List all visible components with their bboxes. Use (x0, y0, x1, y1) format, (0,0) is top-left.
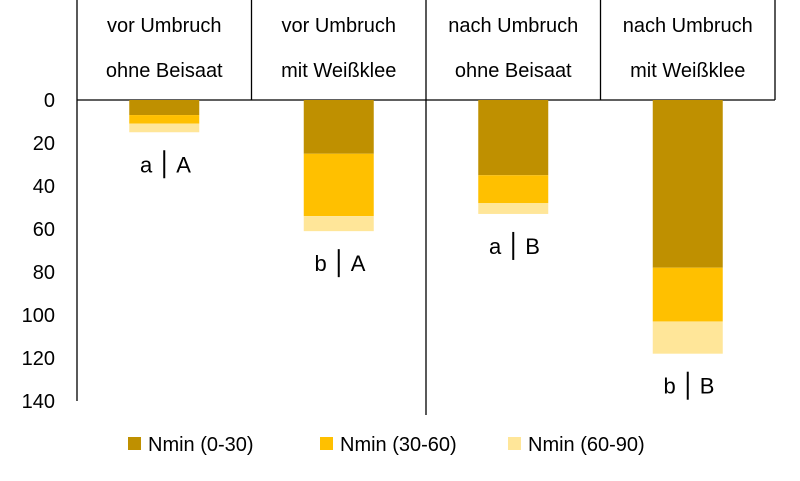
legend-swatch (128, 437, 141, 450)
significance-upper: A (351, 251, 366, 276)
bar-segment (652, 321, 723, 354)
bar-segment (129, 100, 200, 116)
bar-segment (478, 100, 549, 176)
y-tick-label: 140 (22, 391, 55, 413)
legend: Nmin (0-30) Nmin (30-60) Nmin (60-90) (128, 434, 645, 456)
bar-segment (129, 115, 200, 124)
legend-label: Nmin (60-90) (528, 434, 645, 456)
significance-upper: B (525, 234, 540, 259)
legend-label: Nmin (30-60) (340, 434, 457, 456)
significance-lower: b (315, 251, 327, 276)
y-axis: 0 20 40 60 80 100 120 140 (22, 90, 55, 413)
category-label-line2: ohne Beisaat (455, 60, 572, 82)
y-tick-label: 40 (33, 176, 55, 198)
significance-upper: B (700, 374, 715, 399)
significance-lower: b (664, 374, 676, 399)
y-tick-label: 120 (22, 348, 55, 370)
bar-segment (652, 267, 723, 322)
category-label-line2: ohne Beisaat (106, 60, 223, 82)
category-label-line1: nach Umbruch (623, 15, 753, 37)
bar-segment (129, 123, 200, 133)
bar-segment (303, 216, 374, 232)
category-label-line1: vor Umbruch (107, 15, 221, 37)
category-label-line1: vor Umbruch (282, 15, 396, 37)
y-tick-label: 20 (33, 133, 55, 155)
legend-item: Nmin (60-90) (508, 434, 645, 456)
legend-item: Nmin (30-60) (320, 434, 457, 456)
bar-segment (478, 175, 549, 204)
bar-segment (303, 153, 374, 217)
bar-segment (478, 203, 549, 214)
significance-annotations: a Ab Aa Bb B (140, 150, 715, 400)
y-tick-label: 60 (33, 219, 55, 241)
bar-segment (303, 100, 374, 154)
y-tick-label: 0 (44, 90, 55, 112)
bars (129, 100, 723, 354)
legend-label: Nmin (0-30) (148, 434, 254, 456)
legend-swatch (320, 437, 333, 450)
category-header: vor Umbruch ohne Beisaat vor Umbruch mit We… (76, 0, 776, 415)
legend-swatch (508, 437, 521, 450)
category-label-line2: mit Weißklee (281, 60, 396, 82)
category-label-line1: nach Umbruch (448, 15, 578, 37)
category-label-line2: mit Weißklee (630, 60, 745, 82)
legend-item: Nmin (0-30) (128, 434, 254, 456)
y-tick-label: 100 (22, 305, 55, 327)
significance-lower: a (489, 234, 502, 259)
y-tick-label: 80 (33, 262, 55, 284)
significance-upper: A (176, 152, 191, 177)
bar-segment (652, 100, 723, 268)
significance-lower: a (140, 152, 153, 177)
